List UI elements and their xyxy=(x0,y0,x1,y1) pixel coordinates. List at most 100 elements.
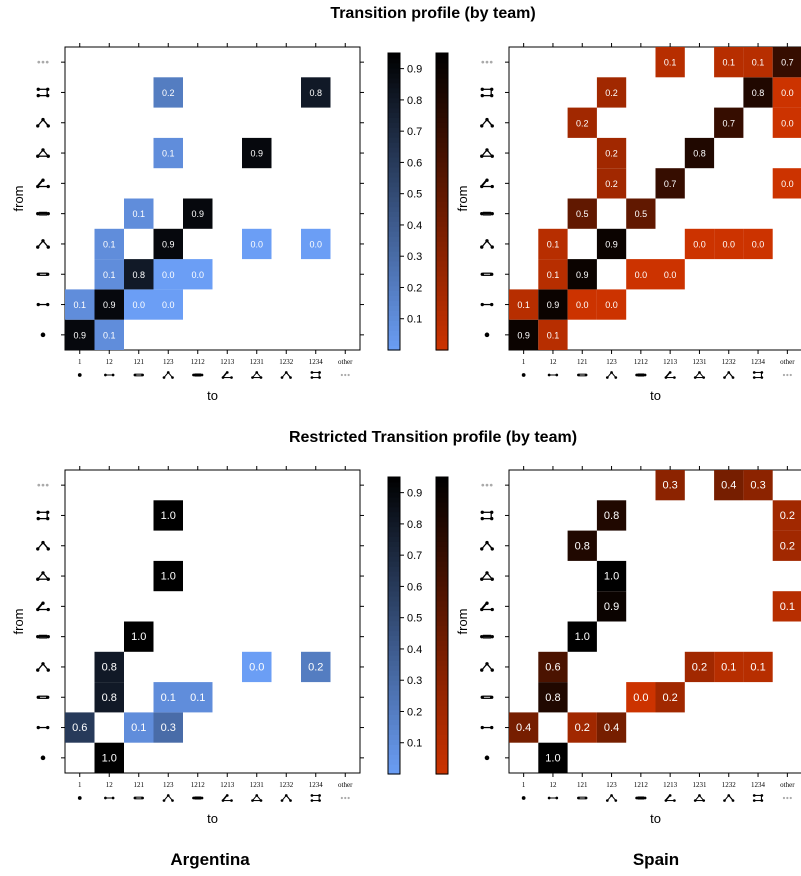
x-tick-label: 1213 xyxy=(663,358,678,366)
heatmap-cell xyxy=(596,500,627,531)
top-title: Transition profile (by team) xyxy=(330,5,535,22)
state-1212-icon xyxy=(36,211,50,216)
colorbar-segment xyxy=(388,561,400,567)
colorbar-segment xyxy=(436,211,448,217)
colorbar-segment xyxy=(388,241,400,247)
colorbar-segment xyxy=(388,87,400,94)
colorbar-segment xyxy=(436,734,448,740)
colorbar-segment xyxy=(388,625,400,632)
colorbar-segment xyxy=(436,171,448,178)
heatmap-cell xyxy=(65,319,95,350)
colorbar-segment xyxy=(436,53,448,59)
state-1234-icon xyxy=(36,510,50,521)
colorbar-segment xyxy=(388,595,400,602)
heatmap-panel-1: 0.9 0.1 0.1 0.9 0.0 0.0 0.1 0.9 0.0 0.0 0.1 0.9 0.0 0… xyxy=(435,43,801,403)
colorbar-segment xyxy=(436,506,448,513)
heatmap-cell xyxy=(596,77,627,108)
cell-value-label: 0.0 xyxy=(693,239,706,249)
colorbar-segment xyxy=(436,176,448,183)
colorbar-segment xyxy=(388,769,400,775)
cell-value-label: 0.8 xyxy=(693,149,706,159)
heatmap-cell xyxy=(153,137,183,169)
colorbar-segment xyxy=(388,216,400,222)
x-tick-label: 1232 xyxy=(722,781,737,789)
cell-value-label: 0.0 xyxy=(664,270,677,280)
colorbar-segment xyxy=(388,82,400,89)
colorbar-segment xyxy=(388,137,400,143)
colorbar-segment xyxy=(388,251,400,257)
x-tick-label: 12 xyxy=(549,358,557,366)
state-1231-icon xyxy=(36,571,50,581)
colorbar-segment xyxy=(436,566,448,572)
heatmap-cell xyxy=(655,47,685,78)
colorbar-segment xyxy=(436,655,448,661)
heatmap-cell xyxy=(124,712,154,743)
heatmap-cell xyxy=(153,289,183,320)
heatmap-cell xyxy=(772,500,801,531)
cell-value-label: 0.0 xyxy=(191,270,204,280)
x-tick-label: 1213 xyxy=(220,781,235,789)
colorbar-segment xyxy=(388,270,400,277)
cell-value-label: 0.0 xyxy=(781,179,794,189)
state-other-icon xyxy=(782,796,792,800)
colorbar-segment xyxy=(388,635,400,641)
colorbar-segment xyxy=(436,556,448,562)
cell-value-label: 0.9 xyxy=(103,300,116,310)
heatmap-panels: 0.9 0.1 0.1 0.9 0.0 0.0 0.1 0.8 0.0 0.0 0.1 0.9 0.0 0… xyxy=(11,43,801,826)
cell-value-label: 0.1 xyxy=(161,692,176,704)
x-axis-label: to xyxy=(650,811,661,826)
colorbar-segment xyxy=(388,670,400,676)
colorbar-segment xyxy=(388,679,400,686)
colorbar-segment xyxy=(388,699,400,706)
cell-value-label: 0.9 xyxy=(604,601,619,613)
cell-value-label: 0.1 xyxy=(547,330,560,340)
colorbar-segment xyxy=(436,77,448,84)
cell-value-label: 0.2 xyxy=(605,88,618,98)
colorbar-segment xyxy=(436,221,448,227)
colorbar-segment xyxy=(388,92,400,99)
colorbar-segment xyxy=(436,491,448,498)
colorbar-segment xyxy=(388,166,400,173)
heatmap-cell xyxy=(772,107,801,138)
colorbar: 0.1 0.2 0.3 0.4 0.5 0.6 0.7 0.8 0.9 xyxy=(387,476,422,775)
y-axis-label: from xyxy=(11,609,26,635)
cell-value-label: 0.0 xyxy=(722,239,735,249)
colorbar-segment xyxy=(388,655,400,661)
team-label-spain: Spain xyxy=(633,850,679,869)
heatmap-cell xyxy=(596,289,627,320)
cell-value-label: 0.8 xyxy=(604,510,619,522)
heatmap-cell xyxy=(714,651,744,683)
heatmap-cell xyxy=(714,107,744,138)
colorbar-segment xyxy=(388,759,400,765)
heatmap-cell xyxy=(626,682,656,713)
state-1231-icon xyxy=(480,148,494,158)
colorbar-segment xyxy=(388,191,400,198)
colorbar-segment xyxy=(436,102,448,109)
colorbar-segment xyxy=(436,511,448,518)
state-1213-icon xyxy=(36,178,50,189)
colorbar-tick-label: 0.9 xyxy=(407,488,422,500)
colorbar-segment xyxy=(388,325,400,331)
colorbar-segment xyxy=(388,122,400,128)
x-axis-label: to xyxy=(207,388,218,403)
x-tick-label: 1231 xyxy=(692,358,707,366)
colorbar-segment xyxy=(388,255,400,262)
cell-value-label: 0.2 xyxy=(308,661,323,673)
colorbar-segment xyxy=(388,112,400,118)
x-axis-label: to xyxy=(650,388,661,403)
cell-value-label: 0.0 xyxy=(576,300,589,310)
colorbar-segment xyxy=(388,176,400,183)
colorbar-segment xyxy=(436,675,448,681)
heatmap-cell xyxy=(94,259,124,290)
cell-value-label: 0.1 xyxy=(132,209,145,219)
state-1213-icon xyxy=(480,178,494,189)
cell-value-label: 0.0 xyxy=(249,661,264,673)
cell-value-label: 0.1 xyxy=(131,722,146,734)
colorbar-segment xyxy=(436,340,448,346)
colorbar-segment xyxy=(436,496,448,503)
heatmap-cell xyxy=(94,228,124,260)
heatmap-cell xyxy=(153,77,183,108)
cell-value-label: 0.7 xyxy=(781,58,794,68)
heatmap-cell xyxy=(567,198,597,229)
heatmap-cell xyxy=(567,530,597,561)
